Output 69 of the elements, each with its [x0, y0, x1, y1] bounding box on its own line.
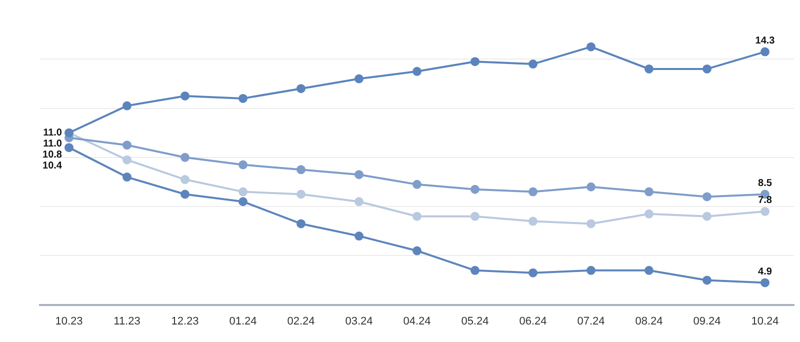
point — [354, 74, 364, 84]
point — [702, 212, 712, 221]
point — [586, 42, 596, 52]
point — [702, 276, 712, 285]
point — [180, 91, 190, 100]
data-label: 10.8 — [42, 150, 62, 161]
point — [122, 155, 132, 164]
point — [412, 212, 422, 221]
point — [296, 219, 306, 228]
x-tick-label: 02.24 — [287, 315, 315, 328]
point — [412, 246, 422, 256]
point — [760, 278, 770, 288]
x-tick-label: 03.24 — [345, 315, 373, 328]
point — [180, 175, 190, 184]
point — [528, 60, 538, 69]
point — [586, 266, 596, 275]
x-tick-label: 08.24 — [635, 315, 663, 328]
point — [296, 190, 306, 199]
x-tick-label: 07.24 — [577, 315, 605, 328]
point — [760, 47, 770, 56]
x-tick-label: 10.23 — [55, 315, 83, 328]
point — [702, 192, 712, 202]
data-label: 8.5 — [758, 178, 772, 189]
x-tick-label: 05.24 — [461, 315, 489, 328]
point — [586, 182, 596, 192]
point — [470, 184, 480, 194]
point — [122, 172, 132, 182]
x-tick-label: 11.23 — [114, 315, 140, 328]
x-tick-label: 09.24 — [693, 315, 721, 328]
point — [528, 216, 538, 226]
point — [296, 84, 306, 94]
point — [238, 94, 248, 103]
point — [412, 66, 422, 76]
point — [296, 165, 306, 174]
x-tick-label: 12.23 — [171, 315, 199, 328]
point — [470, 266, 480, 275]
point — [644, 209, 654, 218]
point — [760, 206, 770, 216]
point — [470, 212, 480, 221]
point — [470, 57, 480, 66]
point — [122, 140, 132, 150]
point — [180, 152, 190, 162]
x-tick-label: 04.24 — [403, 315, 431, 328]
point — [644, 266, 654, 275]
point — [528, 268, 538, 278]
data-label: 14.3 — [755, 36, 776, 47]
x-tick-label: 06.24 — [519, 315, 547, 328]
point — [412, 180, 422, 189]
data-label: 11.0 — [43, 128, 62, 139]
point — [64, 143, 74, 152]
point — [354, 197, 364, 206]
point — [238, 197, 248, 206]
x-tick-label: 01.24 — [229, 315, 257, 328]
x-tick-label: 10.24 — [751, 315, 779, 328]
data-label: 4.9 — [758, 266, 772, 278]
point — [586, 219, 596, 228]
data-label: 11.0 — [43, 138, 62, 150]
point — [354, 170, 364, 180]
data-label: 7.8 — [758, 195, 772, 206]
point — [122, 101, 132, 110]
data-label: 10.4 — [42, 160, 62, 172]
point — [238, 187, 248, 196]
point — [180, 190, 190, 199]
point — [528, 187, 538, 196]
point — [238, 160, 248, 170]
point — [644, 187, 654, 196]
point — [354, 232, 364, 241]
point — [702, 64, 712, 74]
point — [644, 64, 654, 74]
